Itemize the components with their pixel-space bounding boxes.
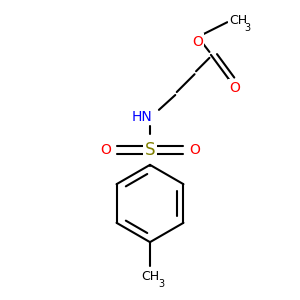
Text: O: O (100, 143, 111, 157)
Text: O: O (229, 81, 240, 94)
Text: O: O (192, 34, 203, 49)
Text: HN: HN (131, 110, 152, 124)
Text: CH: CH (141, 270, 159, 283)
Text: O: O (189, 143, 200, 157)
Text: 3: 3 (244, 23, 250, 33)
Text: CH: CH (229, 14, 247, 27)
Text: S: S (145, 141, 155, 159)
Text: 3: 3 (158, 279, 164, 289)
